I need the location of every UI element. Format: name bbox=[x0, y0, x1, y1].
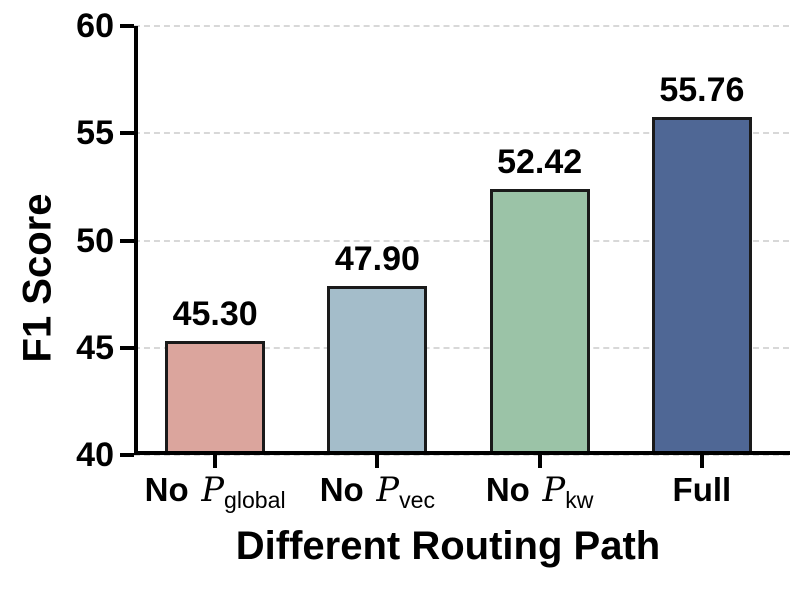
y-tick-label-55: 55 bbox=[76, 114, 114, 153]
x-tick-label-prefix: Full bbox=[672, 471, 732, 508]
gridline-y-40 bbox=[134, 454, 790, 456]
bar-value-label: 52.42 bbox=[497, 142, 583, 181]
bar-No P_global bbox=[165, 341, 266, 455]
script-p-symbol: P bbox=[190, 470, 224, 509]
gridline-y-45 bbox=[134, 346, 790, 349]
bar-No P_kw bbox=[489, 188, 590, 455]
bar-value-label: 55.76 bbox=[659, 70, 745, 109]
x-axis-spine bbox=[134, 451, 790, 455]
script-p-symbol: P bbox=[365, 470, 400, 509]
y-tick-mark-40 bbox=[120, 453, 134, 457]
bar-No P_vec bbox=[327, 285, 428, 455]
gridline-y-55 bbox=[134, 132, 790, 135]
y-tick-mark-55 bbox=[120, 131, 134, 136]
y-tick-label-40: 40 bbox=[76, 436, 114, 474]
bar-value-label: 45.30 bbox=[172, 295, 258, 334]
y-tick-label-45: 45 bbox=[76, 328, 114, 367]
x-axis-title: Different Routing Path bbox=[235, 524, 661, 568]
gridline-y-60 bbox=[134, 25, 790, 27]
y-tick-mark-50 bbox=[120, 238, 134, 243]
x-tick-label-No P_global: No Pglobal bbox=[145, 470, 286, 513]
y-tick-mark-60 bbox=[120, 24, 134, 28]
gridline-y-50 bbox=[134, 239, 790, 242]
script-p-symbol: P bbox=[531, 470, 566, 509]
y-tick-mark-45 bbox=[120, 345, 134, 350]
x-tick-mark bbox=[699, 455, 704, 468]
x-tick-mark bbox=[537, 455, 542, 468]
bar-value-label: 47.90 bbox=[334, 239, 420, 278]
y-axis-spine bbox=[134, 26, 138, 455]
y-tick-label-60: 60 bbox=[76, 7, 114, 45]
x-tick-label-prefix: No bbox=[319, 471, 364, 508]
y-tick-label-50: 50 bbox=[76, 221, 114, 260]
x-tick-label-prefix: No bbox=[144, 471, 189, 508]
plot-area: 45.30 47.90 52.42 55.76 40 45 50 55 60 No Pglob… bbox=[76, 9, 790, 513]
x-tick-label-subscript: kw bbox=[565, 486, 594, 513]
x-tick-mark bbox=[213, 455, 218, 468]
x-tick-label-subscript: global bbox=[223, 486, 286, 513]
x-tick-label-subscript: vec bbox=[399, 486, 436, 513]
x-tick-label-prefix: No bbox=[485, 471, 530, 508]
x-tick-mark bbox=[375, 455, 380, 468]
x-tick-label-Full: Full bbox=[673, 470, 732, 510]
bar-Full bbox=[651, 116, 752, 455]
x-tick-label-No P_vec: No Pvec bbox=[320, 470, 435, 513]
x-tick-label-No P_kw: No Pkw bbox=[486, 470, 594, 513]
